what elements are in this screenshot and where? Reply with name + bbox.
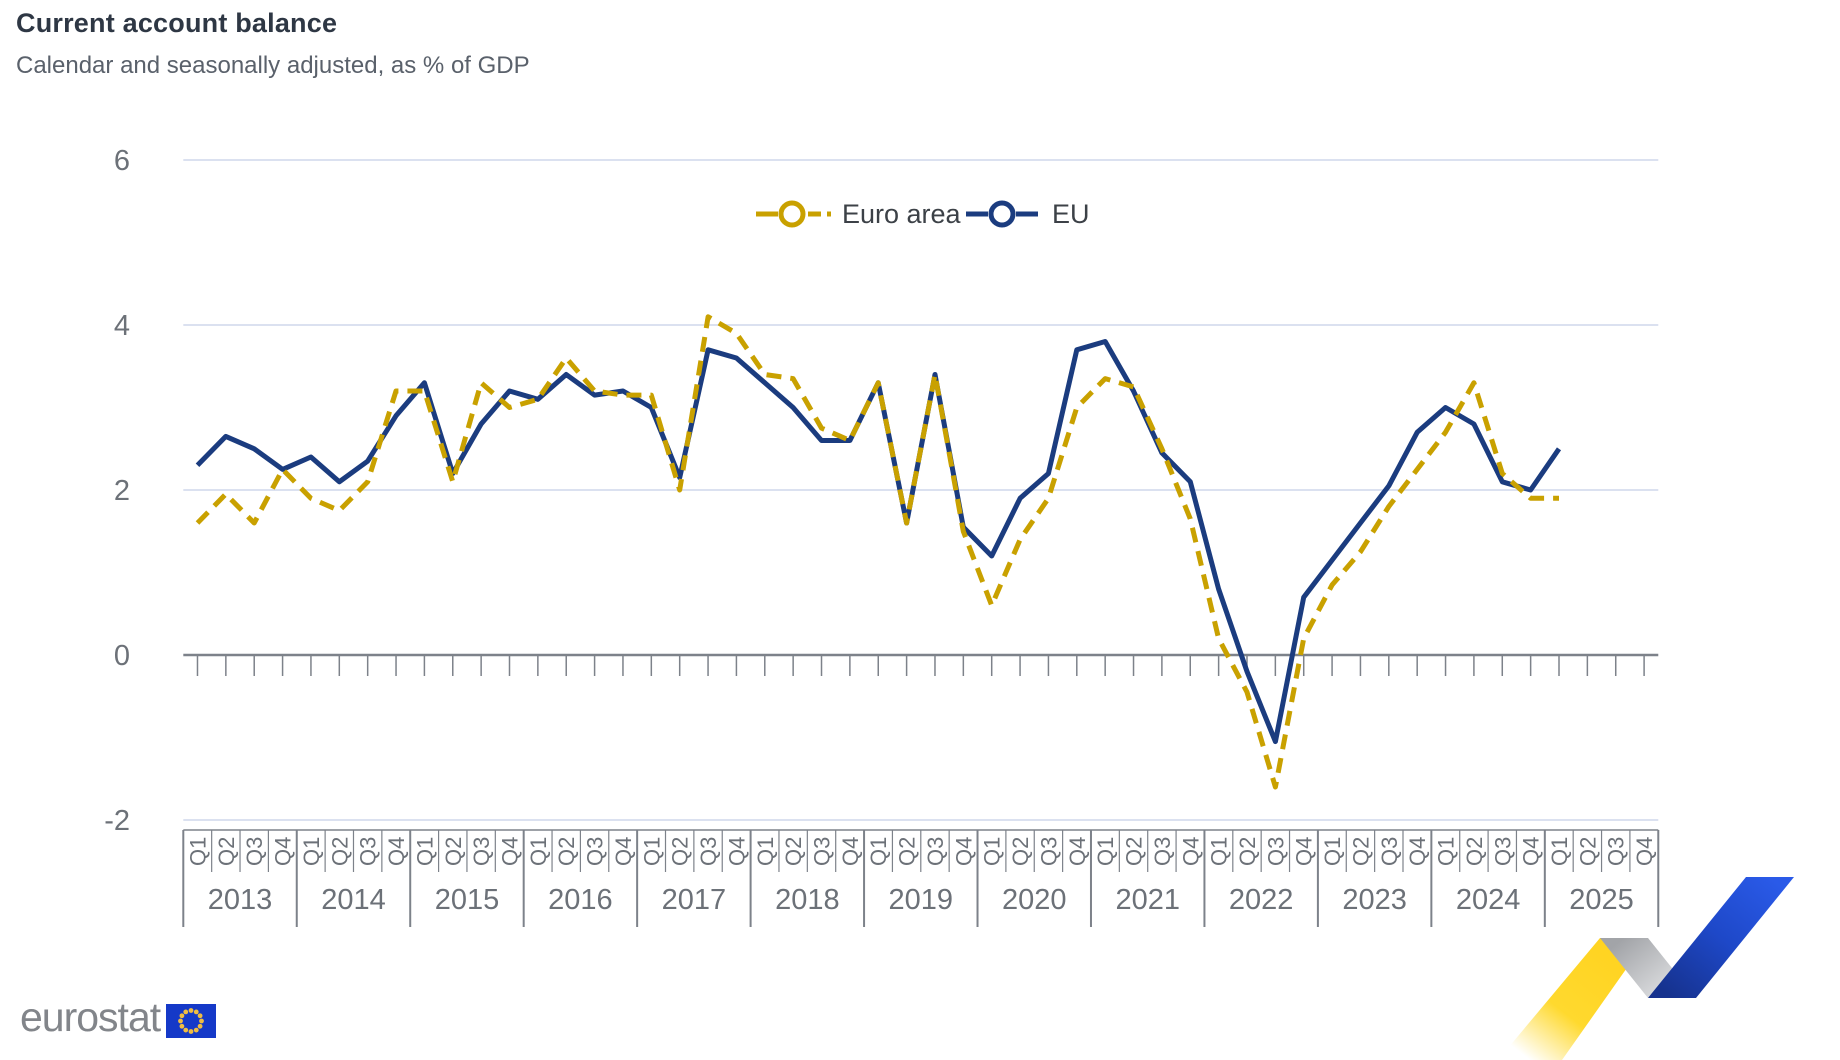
quarter-label: Q4 [1292,837,1317,866]
quarter-label: Q1 [412,837,437,866]
quarter-label: Q2 [554,837,579,866]
quarter-label: Q2 [441,837,466,866]
y-tick-label: -2 [104,805,130,837]
quarter-label: Q4 [497,837,522,866]
quarter-label: Q1 [980,837,1005,866]
legend-marker-icon [778,200,806,228]
year-label: 2022 [1229,884,1294,916]
quarter-label: Q3 [469,837,494,866]
series-line-eu [195,339,1562,745]
quarter-label: Q3 [810,837,835,866]
quarter-label: Q2 [1462,837,1487,866]
legend-marker-icon [988,200,1016,228]
x-axis [183,653,1659,676]
year-label: 2015 [435,884,500,916]
year-label: 2020 [1002,884,1067,916]
eurostat-swoosh-graphic [1498,877,1794,1060]
quarter-label: Q4 [1065,837,1090,866]
quarter-label: Q4 [1405,837,1430,866]
quarter-label: Q1 [1207,837,1232,866]
quarter-label: Q2 [1122,837,1147,866]
quarter-label: Q4 [1632,837,1657,866]
quarter-label: Q1 [1093,837,1118,866]
quarter-label: Q3 [583,837,608,866]
quarter-label: Q2 [1348,837,1373,866]
eu-flag-icon [166,1003,217,1038]
y-tick-label: 0 [114,640,130,672]
eurostat-logo: eurostat [20,994,217,1041]
swoosh-yellow-band [1498,938,1648,1060]
year-label: 2019 [889,884,954,916]
year-label: 2023 [1342,884,1407,916]
quarter-label: Q4 [951,837,976,866]
quarter-label: Q3 [1377,837,1402,866]
y-tick-label: 2 [114,475,130,507]
y-tick-label: 4 [114,310,130,342]
quarter-label: Q2 [895,837,920,866]
legend-label: Euro area [842,199,962,229]
quarter-label: Q3 [1150,837,1175,866]
x-axis-label-table: Q1 Q2 Q3 Q4 Q1 Q2 Q3 Q4 Q1 Q2 Q3 Q4 Q1 Q2 Q3 Q4 Q1 Q2 Q3 Q4… [182,829,1660,927]
chart-title: Current account balance [16,8,338,38]
quarter-label: Q4 [271,837,296,866]
legend: Euro area EU [756,199,1090,229]
year-label: 2021 [1115,884,1180,916]
quarter-label: Q1 [526,837,551,866]
quarter-label: Q2 [1575,837,1600,866]
quarter-label: Q3 [923,837,948,866]
legend-label: EU [1052,199,1090,229]
quarter-label: Q3 [1490,837,1515,866]
quarter-label: Q1 [1547,837,1572,866]
quarter-label: Q1 [753,837,778,866]
year-label: 2025 [1569,884,1634,916]
quarter-label: Q2 [1235,837,1260,866]
quarter-label: Q4 [1519,837,1544,866]
quarter-label: Q4 [838,837,863,866]
quarter-label: Q1 [1320,837,1345,866]
chart-subtitle: Calendar and seasonally adjusted, as % o… [16,52,530,79]
quarter-label: Q1 [639,837,664,866]
year-label: 2016 [548,884,613,916]
quarter-label: Q1 [1434,837,1459,866]
year-label: 2013 [208,884,273,916]
series-line-euro-area [195,314,1559,790]
quarter-label: Q3 [1604,837,1629,866]
quarter-label: Q3 [242,837,267,866]
legend-item-eu[interactable]: EU [966,199,1090,229]
gridlines [183,159,1659,821]
swoosh-blue-band [1648,877,1794,998]
quarter-label: Q2 [327,837,352,866]
quarter-label: Q1 [866,837,891,866]
quarter-label: Q1 [299,837,324,866]
year-label: 2024 [1456,884,1521,916]
quarter-label: Q4 [724,837,749,866]
quarter-label: Q4 [611,837,636,866]
quarter-label: Q3 [356,837,381,866]
quarter-label: Q4 [1178,837,1203,866]
legend-item-euro-area[interactable]: Euro area [756,199,962,229]
quarter-label: Q2 [781,837,806,866]
quarter-label: Q2 [668,837,693,866]
year-label: 2018 [775,884,840,916]
quarter-label: Q3 [1263,837,1288,866]
quarter-label: Q2 [1008,837,1033,866]
y-axis-labels: -2 0 2 4 6 [104,145,130,837]
quarter-label: Q3 [1036,837,1061,866]
year-label: 2017 [662,884,727,916]
quarter-label: Q1 [185,837,210,866]
quarter-label: Q3 [696,837,721,866]
series-lines [195,314,1562,790]
quarter-label: Q4 [384,837,409,866]
y-tick-label: 6 [114,145,130,177]
year-label: 2014 [321,884,386,916]
quarter-label: Q2 [214,837,239,866]
eurostat-logo-text: eurostat [20,994,161,1040]
